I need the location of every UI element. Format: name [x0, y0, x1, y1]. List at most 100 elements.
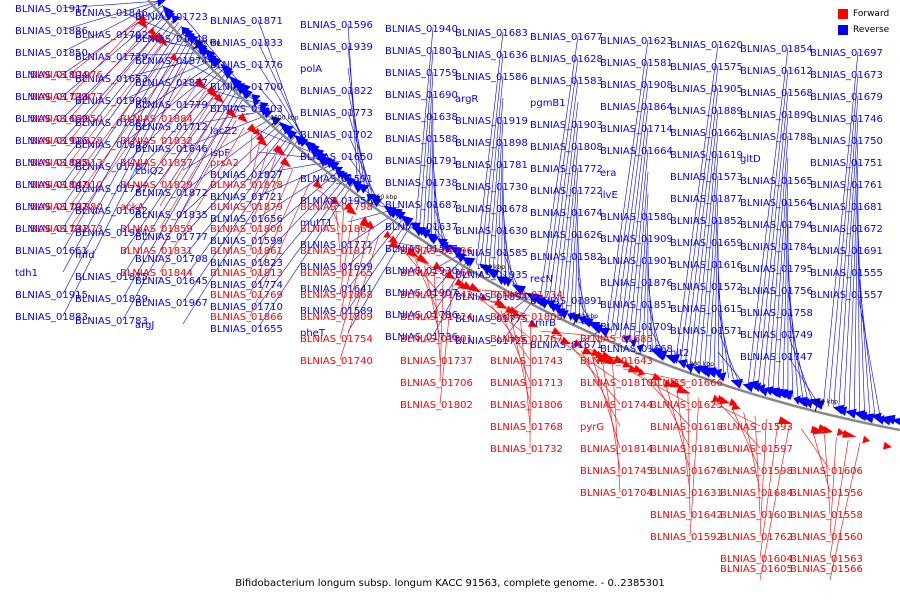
reverse-gene-feature	[660, 350, 668, 360]
reverse-gene-feature	[845, 408, 857, 419]
forward-leader-line	[326, 196, 341, 229]
reverse-gene-feature	[262, 108, 273, 119]
reverse-leader-line	[347, 220, 408, 311]
reverse-leader-line	[857, 293, 881, 419]
scale-tick-mark	[814, 406, 818, 412]
forward-gene-label: BLNIAS_01625	[650, 400, 723, 411]
reverse-leader-line	[257, 151, 325, 160]
reverse-gene-label: BLNIAS_01708	[135, 254, 208, 265]
reverse-leader-line	[492, 119, 504, 275]
reverse-gene-label: BLNIAS_01761	[810, 180, 883, 191]
forward-gene-feature	[527, 319, 539, 328]
reverse-gene-label: BLNIAS_01612	[740, 66, 813, 77]
reverse-leader-line	[257, 63, 310, 148]
forward-gene-feature	[213, 93, 225, 104]
reverse-leader-line	[62, 42, 198, 317]
forward-leader-line	[759, 425, 790, 581]
reverse-leader-line	[782, 201, 789, 395]
reverse-gene-feature	[837, 406, 848, 417]
reverse-leader-line	[610, 61, 649, 334]
reverse-gene-label: BLNIAS_01650	[300, 152, 373, 163]
reverse-gene-label: BLNIAS_01797	[15, 202, 88, 213]
reverse-gene-feature	[157, 0, 166, 7]
reverse-leader-line	[432, 259, 469, 315]
forward-gene-label: BLNIAS_01879	[210, 202, 283, 213]
forward-gene-feature	[613, 355, 626, 364]
reverse-leader-line	[647, 281, 658, 353]
reverse-gene-label: ilvE	[600, 190, 618, 201]
forward-leader-line	[69, 28, 148, 119]
reverse-leader-line	[62, 32, 189, 251]
scale-tick-mark	[370, 200, 375, 206]
reverse-gene-label: BLNIAS_01827	[210, 170, 283, 181]
reverse-leader-line	[62, 0, 160, 9]
reverse-gene-label: BLNIAS_01623	[600, 36, 673, 47]
forward-leader-line	[654, 381, 691, 449]
reverse-gene-feature	[800, 398, 810, 408]
reverse-leader-line	[257, 41, 307, 145]
reverse-gene-label: era	[600, 168, 616, 179]
reverse-gene-label: BLNIAS_01852	[670, 216, 743, 227]
forward-gene-feature	[225, 107, 237, 119]
reverse-leader-line	[182, 113, 271, 149]
reverse-leader-line	[777, 179, 789, 394]
reverse-gene-label: BLNIAS_01890	[740, 110, 813, 121]
reverse-leader-line	[757, 91, 789, 388]
legend-item-0: Forward	[838, 6, 900, 22]
reverse-gene-label: BLNIAS_01603	[210, 104, 283, 115]
forward-leader-line	[339, 235, 380, 361]
forward-gene-label: BLNIAS_01809	[300, 312, 373, 323]
reverse-gene-label: lacZ2	[210, 126, 238, 137]
forward-leader-line	[334, 203, 341, 251]
reverse-leader-line	[122, 65, 221, 145]
forward-leader-line	[570, 345, 621, 405]
reverse-gene-label: BLNIAS_01792	[75, 30, 148, 41]
reverse-gene-feature	[597, 327, 610, 338]
forward-gene-label: BLNIAS_01844	[120, 268, 193, 279]
reverse-gene-label: BLNIAS_01746	[810, 114, 883, 125]
forward-gene-label: BLNIAS_01950	[30, 114, 103, 125]
reverse-gene-label: BLNIAS_01872	[135, 188, 208, 199]
forward-gene-label: BLNIAS_01832	[120, 136, 193, 147]
forward-gene-label: BLNIAS_01767	[490, 334, 563, 345]
scale-tick-mark	[572, 320, 577, 326]
reverse-gene-label: BLNIAS_01875	[75, 272, 148, 283]
reverse-leader-line	[647, 303, 663, 355]
reverse-gene-label: BLNIAS_01646	[135, 144, 208, 155]
reverse-gene-label: BLNIAS_01659	[670, 238, 743, 249]
reverse-gene-label: BLNIAS_01846	[75, 8, 148, 19]
reverse-leader-line	[699, 153, 719, 369]
forward-leader-line	[69, 52, 169, 185]
scale-tick-mark	[689, 368, 693, 374]
forward-leader-line	[581, 350, 621, 427]
forward-gene-label: BLNIAS_01631	[650, 488, 723, 499]
reverse-leader-line	[787, 355, 819, 405]
reverse-leader-line	[838, 117, 859, 409]
reverse-gene-label: BLNIAS_01691	[810, 246, 883, 257]
forward-gene-label: BLNIAS_01868	[300, 290, 373, 301]
reverse-gene-label: BLNIAS_01850	[15, 48, 88, 59]
forward-gene-label: BLNIAS_01769	[210, 290, 283, 301]
reverse-gene-label: BLNIAS_01582	[530, 252, 603, 263]
forward-leader-line	[159, 105, 221, 207]
reverse-gene-label: BLNIAS_01747	[740, 352, 813, 363]
forward-gene-label: BLNIAS_01801	[400, 334, 473, 345]
reverse-gene-label: BLNIAS_01571	[670, 326, 743, 337]
forward-leader-line	[249, 176, 302, 295]
reverse-leader-line	[843, 139, 859, 411]
forward-gene-label: BLNIAS_01642	[650, 510, 723, 521]
forward-gene-feature	[669, 379, 684, 388]
reverse-leader-line	[257, 129, 321, 157]
reverse-gene-feature	[371, 197, 383, 208]
reverse-gene-label: BLNIAS_01808	[530, 142, 603, 153]
scale-tick-mark	[192, 45, 197, 50]
forward-leader-line	[759, 418, 767, 537]
forward-gene-feature	[137, 18, 148, 29]
forward-gene-label: BLNIAS_01829	[120, 180, 193, 191]
reverse-gene-label: BLNIAS_01736	[385, 332, 458, 343]
forward-leader-line	[829, 442, 861, 581]
reverse-gene-label: BLNIAS_01641	[300, 284, 373, 295]
reverse-gene-feature	[500, 277, 510, 286]
reverse-gene-feature	[188, 34, 199, 44]
forward-gene-feature	[330, 196, 340, 205]
